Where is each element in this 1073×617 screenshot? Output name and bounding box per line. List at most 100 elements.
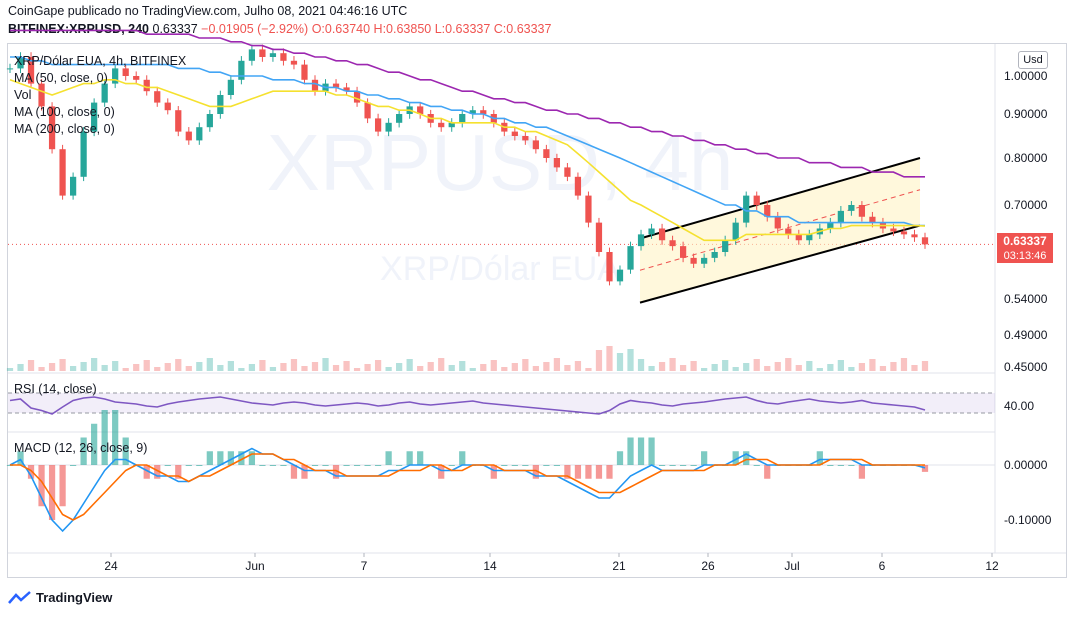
volume-bar [501,367,508,371]
candle-body [743,195,750,223]
volume-bar [690,361,697,371]
candle-body [185,131,192,141]
candle-body [480,110,487,114]
price-tick-label: 0.70000 [1004,198,1048,212]
candle-body [122,68,129,76]
volume-bar [322,358,329,371]
volume-bar [69,366,77,371]
time-tick-label: 7 [361,559,368,573]
macd-histogram-bar [648,437,655,465]
legend-ma100[interactable]: MA (100, close, 0) [14,105,115,119]
volume-bar [480,364,487,371]
time-tick-label: Jul [784,559,799,573]
candle-body [764,205,771,217]
price-tick-label: 0.54000 [1004,292,1048,306]
currency-button[interactable]: Usd [1018,51,1048,69]
volume-bar [459,361,466,371]
volume-bar [269,367,277,371]
volume-bar [785,358,792,371]
legend-ma50[interactable]: MA (50, close, 0) [14,71,108,85]
volume-bar [595,350,603,371]
candle-body [616,269,624,282]
volume-bar [143,360,150,371]
candle-body [637,234,645,247]
volume-bar [385,367,392,371]
volume-bar [227,361,234,371]
macd-histogram-bar [80,437,87,465]
macd-histogram-bar [438,465,445,479]
price-tick-label: 0.49000 [1004,328,1048,342]
candle-body [227,79,234,95]
volume-bar [827,364,834,371]
candle-body [91,102,98,132]
macd-histogram-bar [112,410,119,465]
ma100-line [10,56,925,227]
macd-histogram-bar [164,465,171,466]
ma50-line [9,79,926,242]
macd-histogram-bar [238,451,245,465]
volume-bar [301,366,308,371]
legend-macd[interactable]: MACD (12, 26, close, 9) [14,441,148,455]
time-tick-label: 24 [104,559,118,573]
candle-body [59,149,66,196]
legend-vol[interactable]: Vol [14,88,32,102]
volume-bar [890,362,897,371]
time-tick-label: 21 [612,559,626,573]
candle-body [701,257,708,264]
price-change: −0.01905 (−2.92%) [201,22,309,36]
volume-bar [406,359,413,371]
watermark-symbol: XRPUSD, 4h [267,118,734,207]
volume-bar [490,360,497,371]
macd-histogram-bar [69,465,77,466]
volume-bar [764,366,771,371]
macd-histogram-bar [385,451,392,465]
macd-histogram-bar [259,465,266,466]
candle-body [311,79,319,92]
volume-bar [911,365,918,371]
volume-bar [806,361,813,371]
volume-bar [112,361,119,371]
volume-bar [217,365,224,371]
volume-bar [343,361,350,371]
volume-bar [154,367,161,371]
macd-line [9,447,926,533]
candle-body [48,106,56,150]
candle-body [911,234,918,238]
rsi-tick-label: 40.00 [1004,399,1034,413]
macd-histogram-bar [459,451,466,465]
volume-bar [259,360,266,371]
legend-rsi[interactable]: RSI (14, close) [14,382,97,396]
candle-body [532,140,539,150]
macd-histogram-bar [143,465,150,479]
volume-bar [59,359,66,371]
candle-body [80,131,87,177]
macd-histogram-bar [595,465,603,479]
volume-bar [417,366,424,371]
macd-histogram-bar [574,465,582,479]
macd-histogram-bar [837,465,844,466]
chart-frame[interactable] [7,43,1067,578]
countdown-tag: 03:13:46 [997,249,1053,263]
volume-bar [585,368,592,371]
volume-bar [679,365,687,371]
macd-histogram-bar [585,465,592,479]
volume-bar [511,363,518,371]
channel-lower-line [639,224,921,304]
macd-histogram-bar [753,465,760,466]
candle-body [343,87,350,92]
candle-body [774,216,781,229]
macd-histogram-bar [417,451,424,465]
candle-body [385,122,392,132]
candle-body [837,210,844,223]
macd-histogram-bar [27,465,35,479]
candle-body [353,91,361,103]
candle-body [332,83,340,88]
macd-histogram-bar [511,465,518,466]
candle-body [627,246,634,270]
candle-body [396,114,403,123]
legend-ma200[interactable]: MA (200, close, 0) [14,122,115,136]
time-tick-label: 26 [701,559,715,573]
volume-bar [553,358,561,371]
time-tick-label: 6 [879,559,886,573]
